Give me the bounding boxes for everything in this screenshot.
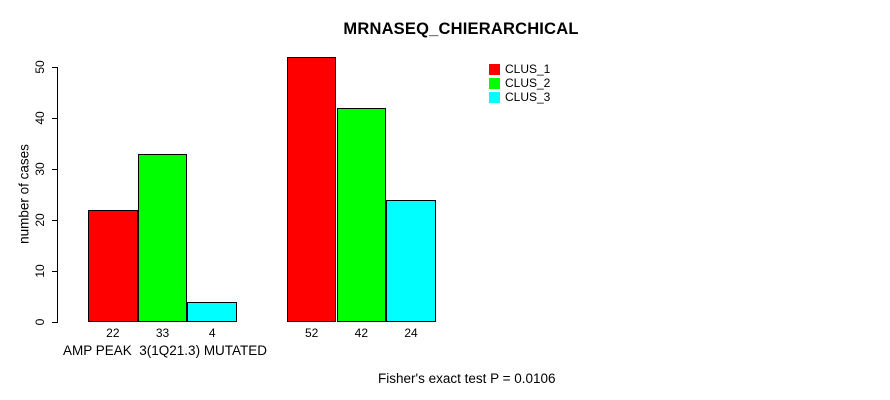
y-tick-label: 40 [33, 111, 47, 125]
annotation-text: Fisher's exact test P = 0.0106 [378, 371, 556, 386]
y-axis [57, 67, 58, 323]
legend-swatch [489, 64, 500, 75]
legend-swatch [489, 92, 500, 103]
bar-clus_1-group1 [88, 209, 138, 322]
chart-title: MRNASEQ_CHIERARCHICAL [343, 20, 579, 38]
legend-label: CLUS_3 [505, 90, 551, 104]
y-tick [52, 117, 58, 119]
legend-item: CLUS_3 [489, 90, 551, 104]
bar-clus_3-group2 [386, 199, 436, 322]
bar-clus_2-group2 [336, 107, 387, 322]
bar-value-label: 4 [208, 326, 216, 340]
y-tick [52, 66, 58, 68]
bar-clus_1-group2 [286, 56, 337, 322]
y-tick-label: 20 [33, 213, 47, 227]
bar-value-label: 42 [354, 326, 369, 340]
y-tick-label: 10 [33, 264, 47, 278]
y-tick-label: 50 [33, 60, 47, 74]
legend-item: CLUS_1 [489, 62, 551, 76]
x-axis-group-label: AMP PEAK 3(1Q21.3) MUTATED [63, 343, 268, 358]
legend-swatch [489, 78, 500, 89]
bar-clus_2-group1 [137, 153, 188, 322]
bar-value-label: 33 [155, 326, 170, 340]
y-tick [52, 321, 58, 323]
legend-label: CLUS_2 [505, 76, 551, 90]
legend-label: CLUS_1 [505, 62, 551, 76]
y-tick [52, 168, 58, 170]
bar-value-label: 22 [106, 326, 120, 340]
y-tick-label: 0 [33, 318, 47, 326]
bar-value-label: 52 [304, 326, 319, 340]
y-axis-label: number of cases [16, 144, 32, 244]
y-tick [52, 270, 58, 272]
y-tick [52, 219, 58, 221]
bar-value-label: 24 [404, 326, 418, 340]
legend-item: CLUS_2 [489, 76, 551, 90]
legend: CLUS_1 CLUS_2 CLUS_3 [489, 62, 551, 104]
y-tick-label: 30 [33, 162, 47, 176]
bar-clus_3-group1 [187, 301, 238, 322]
